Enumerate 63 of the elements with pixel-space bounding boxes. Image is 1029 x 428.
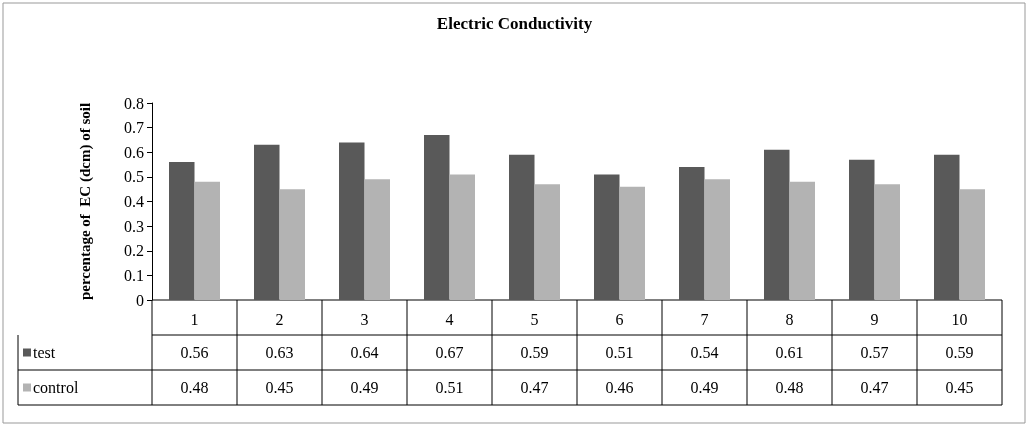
data-label: 0.56 — [180, 344, 209, 361]
bar — [764, 149, 790, 300]
data-label: 0.46 — [605, 379, 634, 396]
x-tick-label: 9 — [870, 310, 879, 328]
data-label: 0.59 — [520, 344, 549, 361]
bar — [254, 144, 280, 300]
bar — [364, 179, 390, 300]
bar — [959, 189, 985, 300]
y-tick-label: 0.6 — [124, 143, 144, 161]
bar — [934, 154, 960, 300]
x-tick-label: 4 — [445, 310, 454, 328]
y-tick-label: 0.2 — [124, 242, 144, 260]
legend-label: control — [33, 379, 79, 396]
y-tick-label: 0 — [136, 291, 144, 309]
x-tick-label: 5 — [530, 310, 539, 328]
y-tick-label: 0.7 — [124, 119, 144, 137]
data-label: 0.45 — [265, 379, 294, 396]
bar — [874, 184, 900, 300]
bar — [169, 162, 195, 300]
bar — [849, 159, 875, 300]
bar — [194, 181, 220, 300]
bar — [594, 174, 620, 300]
x-tick-label: 8 — [785, 310, 794, 328]
bar — [449, 174, 475, 300]
bar — [679, 167, 705, 300]
bar — [619, 186, 645, 300]
data-label: 0.54 — [690, 344, 719, 361]
chart-title: Electric Conductivity — [436, 14, 593, 33]
data-label: 0.64 — [350, 344, 379, 361]
y-tick-label: 0.4 — [124, 193, 144, 210]
data-label: 0.51 — [605, 344, 634, 361]
data-label: 0.45 — [945, 379, 974, 396]
bar — [704, 179, 730, 300]
bar — [339, 142, 365, 300]
y-axis-title: percentage of EC (dcm) of soil — [76, 102, 94, 301]
y-tick-label: 0.1 — [124, 266, 144, 284]
y-tick-label: 0.8 — [124, 94, 144, 112]
data-label: 0.63 — [265, 344, 294, 361]
data-label: 0.48 — [775, 379, 804, 396]
data-label: 0.57 — [860, 344, 889, 361]
x-tick-label: 6 — [615, 310, 624, 328]
bar — [279, 189, 305, 300]
data-label: 0.61 — [775, 344, 804, 361]
bar — [789, 181, 815, 300]
data-label: 0.67 — [435, 344, 464, 361]
data-label: 0.49 — [690, 379, 719, 396]
data-label: 0.51 — [435, 379, 464, 396]
bar — [534, 184, 560, 300]
legend-label: test — [33, 344, 56, 361]
bar — [509, 154, 535, 300]
x-tick-label: 2 — [275, 310, 284, 328]
data-label: 0.59 — [945, 344, 974, 361]
x-tick-label: 7 — [700, 310, 709, 328]
y-tick-label: 0.5 — [124, 168, 144, 186]
data-label: 0.47 — [520, 379, 549, 396]
x-tick-label: 3 — [360, 310, 369, 328]
data-label: 0.47 — [860, 379, 889, 396]
y-tick-label: 0.3 — [124, 217, 144, 235]
x-tick-label: 1 — [190, 310, 199, 328]
x-tick-label: 10 — [951, 310, 968, 328]
bar — [424, 135, 450, 300]
data-label: 0.48 — [180, 379, 209, 396]
data-label: 0.49 — [350, 379, 379, 396]
